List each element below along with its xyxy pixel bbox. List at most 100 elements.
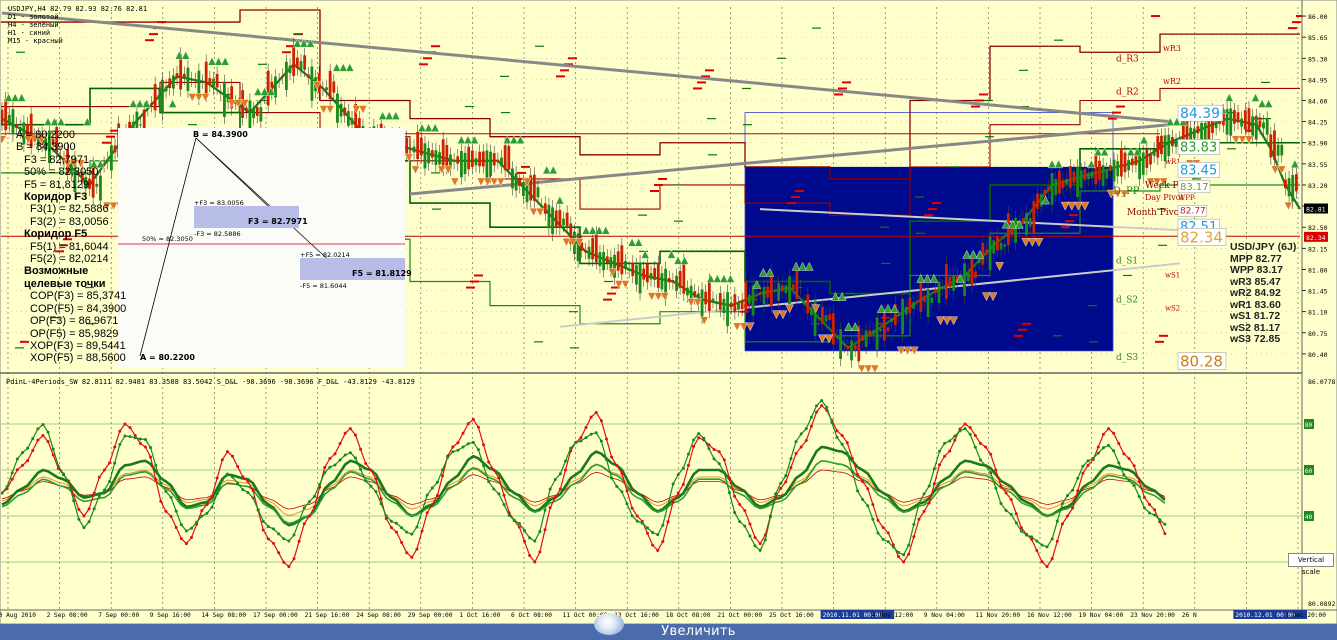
ind-fast-red-line-dot [594, 411, 598, 414]
candle-body [762, 286, 766, 305]
candle-body [161, 79, 164, 114]
ind-fast-red-line-dot [835, 429, 839, 433]
candle-body [576, 233, 580, 262]
candle-body [419, 137, 423, 156]
ind-fast-red-line-dot [727, 476, 731, 480]
candle-body [1167, 134, 1171, 157]
candle-body [1083, 168, 1087, 181]
candle-body [660, 273, 664, 290]
candle-body [635, 265, 638, 285]
candle-body [1032, 201, 1036, 234]
ind-fast-green-line-dot [1137, 495, 1141, 499]
fib-f5-lower: -F5 = 81.6044 [300, 282, 347, 290]
ind-fast-green-line-dot [1019, 529, 1023, 533]
candle-body [944, 263, 948, 299]
candle-body [336, 93, 339, 123]
ind-fast-green-line-dot [615, 484, 619, 488]
candle-body [306, 74, 310, 78]
ind-fast-red-line-dot [1050, 557, 1054, 561]
zoom-bar[interactable]: Увеличить [0, 624, 1337, 640]
ind-fast-green-line-dot [297, 519, 301, 523]
down-arrow-marker [1021, 238, 1031, 247]
ind-fast-green-line-dot [512, 518, 516, 522]
candle-body [613, 254, 616, 278]
candle-body [915, 300, 919, 303]
vertical-scale-button[interactable]: Vertical scale [1288, 553, 1334, 576]
up-arrow-marker [128, 99, 138, 108]
up-arrow-marker [4, 93, 13, 102]
candle-body [460, 151, 463, 178]
ind-fast-green-line-dot [476, 448, 480, 452]
ind-fast-green-line-dot [41, 423, 45, 427]
down-arrow-marker [732, 322, 742, 332]
up-arrow-marker [82, 117, 92, 126]
up-arrow-marker [962, 249, 972, 259]
candle-body [769, 271, 773, 307]
trend-line-up [409, 123, 1171, 196]
down-arrow-marker [1238, 135, 1247, 145]
ind-fast-green-line-dot [328, 465, 332, 469]
ind-fast-green-line-dot [763, 538, 767, 542]
candle-body [1152, 149, 1156, 156]
candle-body [1, 109, 4, 125]
candle-body [1163, 135, 1167, 162]
candle-body [1021, 218, 1025, 223]
ind-fast-green-line-dot [179, 523, 183, 527]
ind-fast-red-line-dot [1153, 508, 1157, 512]
ind-fast-red-line-dot [113, 445, 117, 449]
candle-body [150, 103, 153, 106]
ind-fast-red-line-dot [1117, 442, 1121, 446]
ind-fast-green-line-dot [835, 435, 839, 439]
candle-body [955, 275, 959, 282]
ind-fast-green-line-dot [1107, 443, 1111, 447]
down-arrow-marker [693, 298, 702, 308]
ind-fast-red-line-dot [1081, 471, 1085, 475]
ind-fast-green-line-dot [1035, 539, 1039, 543]
ind-fast-red-line-dot [917, 517, 921, 521]
ind-fast-red-line-dot [1122, 452, 1126, 456]
down-arrow-marker [1277, 165, 1287, 175]
ind-fast-green-line-dot [10, 471, 14, 475]
candle-body [948, 276, 952, 288]
candle-body [507, 145, 511, 170]
candle-body [817, 317, 821, 319]
pivot-zone-outline [744, 112, 1114, 352]
candle-body [766, 286, 770, 298]
down-arrow-marker [824, 334, 834, 344]
candle-body [1138, 149, 1141, 180]
candle-body [868, 330, 872, 337]
candle-body [700, 289, 704, 317]
up-arrow-marker [923, 274, 932, 283]
magnifier-icon[interactable] [594, 613, 624, 635]
ind-fast-green-line-dot [343, 453, 347, 457]
down-arrow-marker [1119, 189, 1129, 199]
candle-body [69, 163, 73, 174]
candle-body [733, 294, 737, 313]
up-arrow-marker [56, 117, 66, 126]
candle-body [726, 292, 729, 327]
candle-body [981, 242, 985, 265]
ind-fast-green-line-dot [333, 463, 337, 467]
up-arrow-marker [1290, 159, 1300, 169]
ind-fast-red-line-dot [804, 439, 808, 443]
up-arrow-marker [424, 123, 433, 132]
ind-fast-green-line-dot [830, 420, 834, 424]
ind-fast-red-line-dot [907, 552, 911, 556]
down-arrow-marker [909, 346, 919, 356]
candle-body [941, 286, 945, 289]
ind-fast-green-line-dot [97, 494, 101, 498]
candle-body [310, 66, 314, 101]
candle-body [449, 154, 452, 169]
ind-fast-red-line-dot [784, 480, 788, 484]
time-tick-label: 30 Aug 2010 [0, 612, 36, 619]
candle-body [474, 158, 478, 166]
down-arrow-marker [102, 201, 112, 211]
candle-body [569, 223, 573, 244]
candle-body [441, 139, 445, 169]
annotation-wr1: wR1 [1165, 158, 1181, 166]
up-arrow-marker [430, 123, 440, 132]
price-label-box [1177, 104, 1224, 122]
candle-body [270, 81, 274, 93]
ind-fast-red-line-dot [671, 500, 675, 504]
